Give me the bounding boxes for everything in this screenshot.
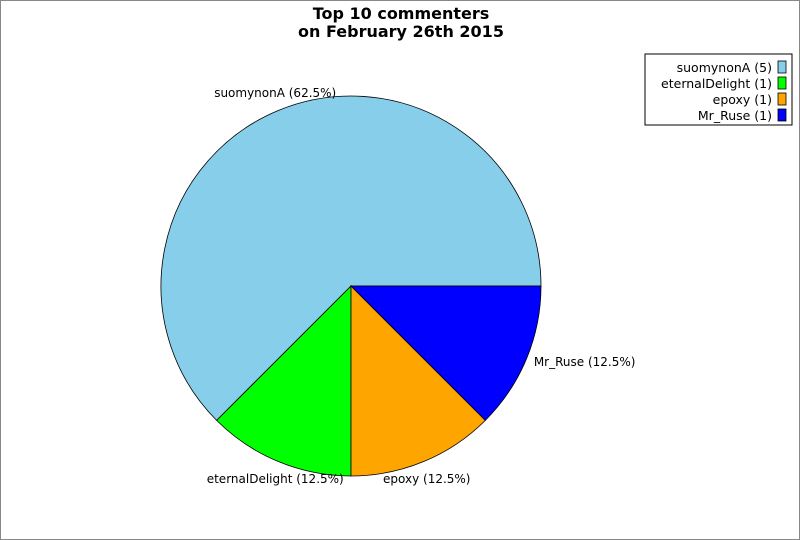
legend-label-Mr_Ruse: Mr_Ruse (1) [698, 108, 772, 123]
pie-slice-eternalDelight [216, 285, 352, 477]
pie-slice-epoxy [350, 285, 486, 477]
pie-slice-Mr_Ruse [350, 285, 542, 421]
legend-swatch-eternalDelight [777, 76, 787, 90]
slice-label-eternalDelight: eternalDelight (12.5%) [207, 472, 344, 486]
legend-swatch-suomynonA [777, 60, 787, 74]
legend-swatch-epoxy [777, 92, 787, 106]
legend-label-suomynonA: suomynonA (5) [677, 60, 772, 75]
legend-box [644, 53, 793, 126]
chart-title-line-1: Top 10 commenters [313, 4, 490, 23]
pie-slice-suomynonA [160, 95, 542, 421]
chart-title-line-2: on February 26th 2015 [298, 22, 504, 41]
slice-label-Mr_Ruse: Mr_Ruse (12.5%) [534, 355, 636, 369]
legend: suomynonA (5)eternalDelight (1)epoxy (1)… [644, 53, 793, 126]
slice-label-epoxy: epoxy (12.5%) [383, 472, 470, 486]
legend-label-eternalDelight: eternalDelight (1) [661, 76, 772, 91]
slice-label-suomynonA: suomynonA (62.5%) [214, 86, 336, 100]
legend-label-epoxy: epoxy (1) [713, 92, 772, 107]
legend-swatch-Mr_Ruse [777, 108, 787, 122]
